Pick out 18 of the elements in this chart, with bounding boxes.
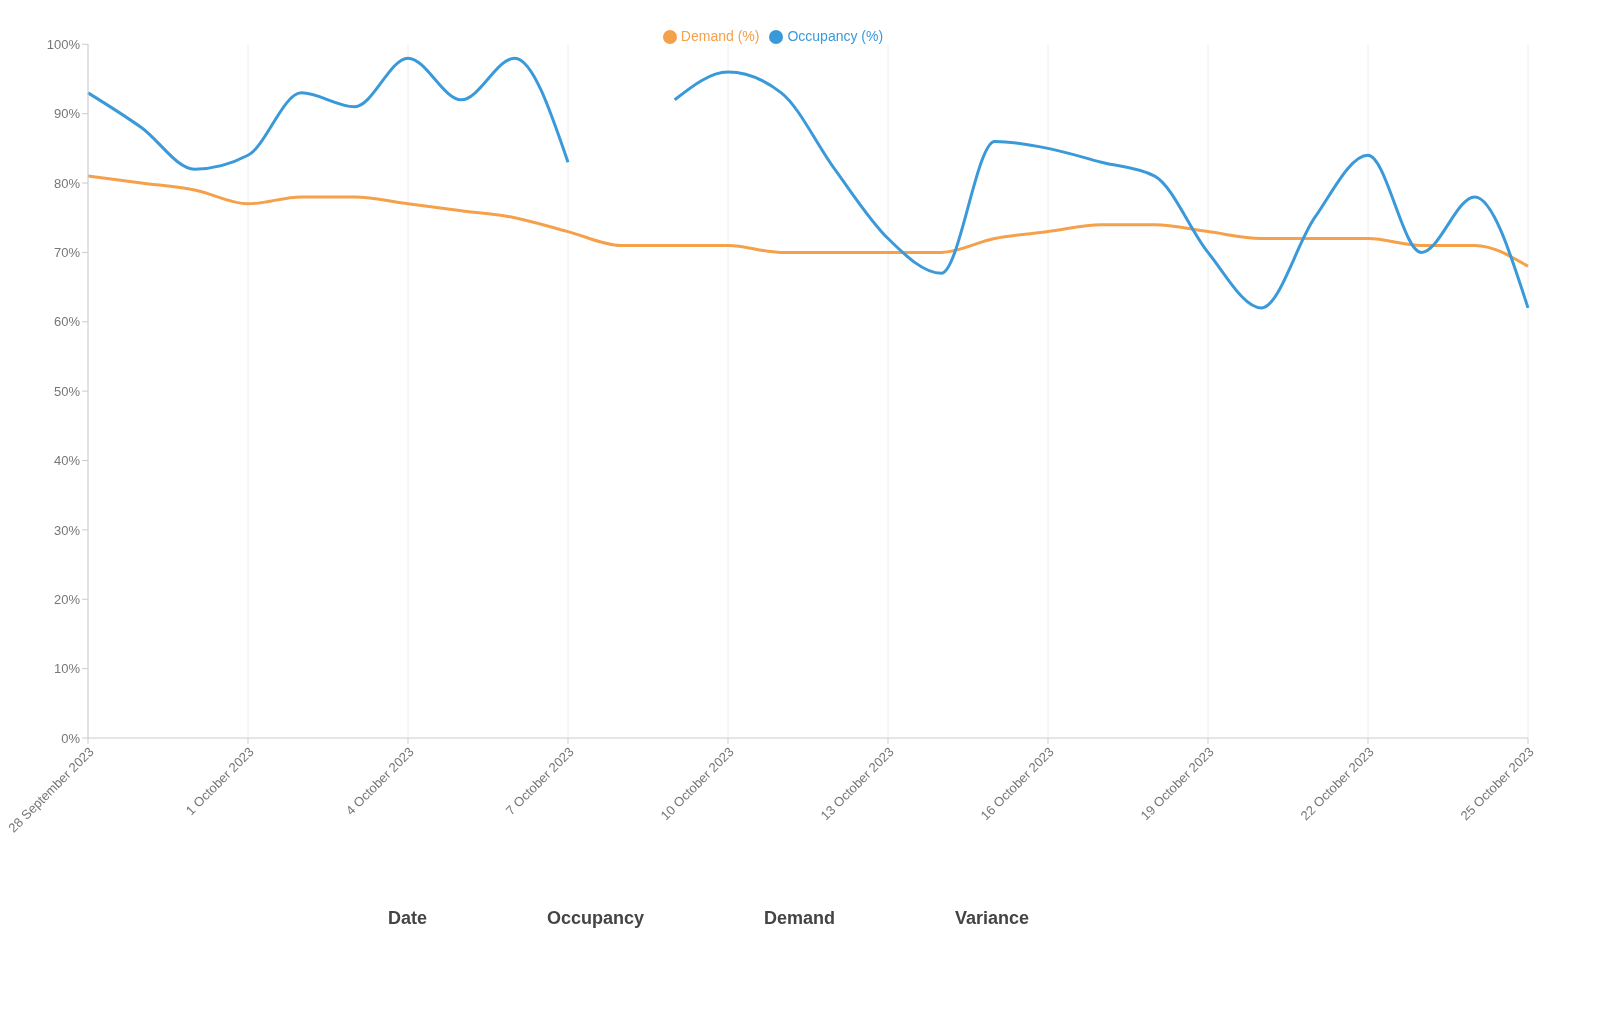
text: Demand bbox=[764, 908, 836, 929]
text: Date bbox=[388, 908, 428, 929]
text: Variance bbox=[955, 908, 1030, 929]
y-tick-label: 40% bbox=[53, 453, 81, 469]
line-series bbox=[86, 174, 1530, 268]
y-tick-label: 10% bbox=[53, 661, 81, 677]
y-tick-label: 60% bbox=[53, 314, 81, 330]
text: Occupancy bbox=[547, 908, 645, 929]
y-tick-label: 20% bbox=[53, 591, 81, 607]
y-tick-label: 0% bbox=[61, 730, 81, 746]
y-tick-label: 50% bbox=[53, 383, 81, 399]
y-tick-label: 90% bbox=[53, 106, 81, 122]
y-tick-label: 80% bbox=[53, 175, 81, 191]
y-tick-label: 30% bbox=[53, 522, 81, 538]
y-tick-label: 100% bbox=[46, 36, 81, 52]
legend-label: Occupancy (%) bbox=[787, 28, 884, 44]
legend-label: Demand (%) bbox=[680, 28, 760, 44]
y-tick-label: 70% bbox=[53, 245, 81, 261]
